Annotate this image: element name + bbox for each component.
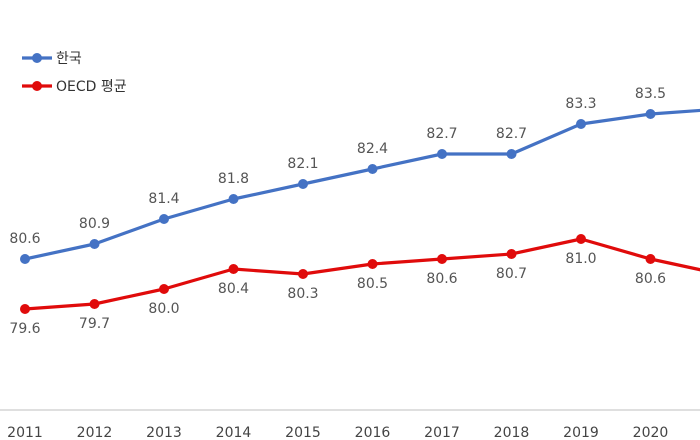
data-label-korea-2016: 82.4: [357, 141, 388, 157]
data-point-korea-2015: [298, 179, 308, 189]
data-point-korea-2011: [20, 254, 30, 264]
data-label-oecd-average-2015: 80.3: [287, 286, 318, 302]
legend: 한국 OECD 평균: [22, 51, 127, 95]
data-point-korea-2019: [576, 119, 586, 129]
x-tick-label-2020: 2020: [633, 425, 669, 440]
data-point-korea-2018: [506, 149, 517, 159]
data-label-oecd-average-2020: 80.6: [635, 271, 666, 287]
x-tick-label-2014: 2014: [216, 425, 252, 440]
legend-entry-oecd-average: OECD 평균: [22, 79, 127, 95]
x-tick-label-2013: 2013: [146, 425, 182, 440]
data-point-oecd-average-2018: [506, 249, 517, 259]
data-label-korea-2015: 82.1: [287, 156, 318, 172]
x-tick-label-2017: 2017: [424, 425, 460, 440]
x-tick-label-2012: 2012: [77, 425, 113, 440]
data-label-oecd-average-2019: 81.0: [565, 251, 596, 267]
legend-marker-oecd-average: [32, 81, 42, 91]
x-tick-label-2016: 2016: [355, 425, 391, 440]
data-label-korea-2017: 82.7: [426, 126, 457, 142]
data-point-oecd-average-2020: [645, 254, 656, 264]
data-point-oecd-average-2019: [576, 234, 586, 244]
data-label-oecd-average-2014: 80.4: [218, 281, 249, 297]
data-point-oecd-average-2017: [437, 254, 447, 264]
legend-marker-korea: [32, 53, 42, 63]
data-label-oecd-average-2016: 80.5: [357, 276, 388, 292]
series-korea: 80.6 80.9 81.4 81.8 82.1 82.4 82.7 82.7 83.3 83.5: [9, 86, 700, 264]
data-label-korea-2011: 80.6: [9, 231, 40, 247]
legend-label-oecd-average: OECD 평균: [56, 79, 127, 95]
x-tick-label-2018: 2018: [494, 425, 530, 440]
data-label-oecd-average-2011: 79.6: [9, 321, 40, 337]
data-label-korea-2020: 83.5: [635, 86, 666, 102]
data-label-korea-2012: 80.9: [79, 216, 110, 232]
data-point-korea-2017: [437, 149, 447, 159]
x-axis-ticks: 2011 2012 2013 2014 2015 2016 2017 2018 2019 2020…: [7, 425, 669, 440]
data-label-oecd-average-2017: 80.6: [426, 271, 457, 287]
legend-entry-korea: 한국: [22, 51, 82, 67]
data-label-korea-2014: 81.8: [218, 171, 249, 187]
data-point-oecd-average-2015: [298, 269, 308, 279]
series-line-korea: [24, 108, 700, 261]
legend-label-korea: 한국: [56, 51, 82, 67]
data-label-oecd-average-2013: 80.0: [148, 301, 179, 317]
x-tick-label-2015: 2015: [285, 425, 321, 440]
series-oecd-average: 79.6 79.7 80.0 80.4 80.3 80.5 80.6 80.7 81.0 80.6: [9, 234, 700, 337]
data-point-oecd-average-2013: [159, 284, 169, 294]
data-point-korea-2012: [89, 239, 100, 249]
x-tick-label-2011: 2011: [7, 425, 43, 440]
data-point-oecd-average-2016: [367, 259, 378, 269]
data-label-oecd-average-2012: 79.7: [79, 316, 110, 332]
x-tick-label-2019: 2019: [563, 425, 599, 440]
plot-area: 80.6 80.9 81.4 81.8 82.1 82.4 82.7 82.7 83.3 83.5…: [9, 86, 700, 337]
data-point-korea-2016: [367, 164, 378, 174]
data-point-korea-2013: [159, 214, 169, 224]
data-point-korea-2014: [228, 194, 239, 204]
data-point-oecd-average-2011: [20, 304, 30, 314]
series-line-oecd-average: [24, 237, 700, 311]
data-point-oecd-average-2014: [228, 264, 239, 274]
data-point-korea-2020: [645, 109, 656, 119]
data-label-korea-2018: 82.7: [496, 126, 527, 142]
data-label-korea-2013: 81.4: [148, 191, 179, 207]
data-label-oecd-average-2018: 80.7: [496, 266, 527, 282]
data-label-korea-2019: 83.3: [565, 96, 596, 112]
data-point-oecd-average-2012: [89, 299, 100, 309]
